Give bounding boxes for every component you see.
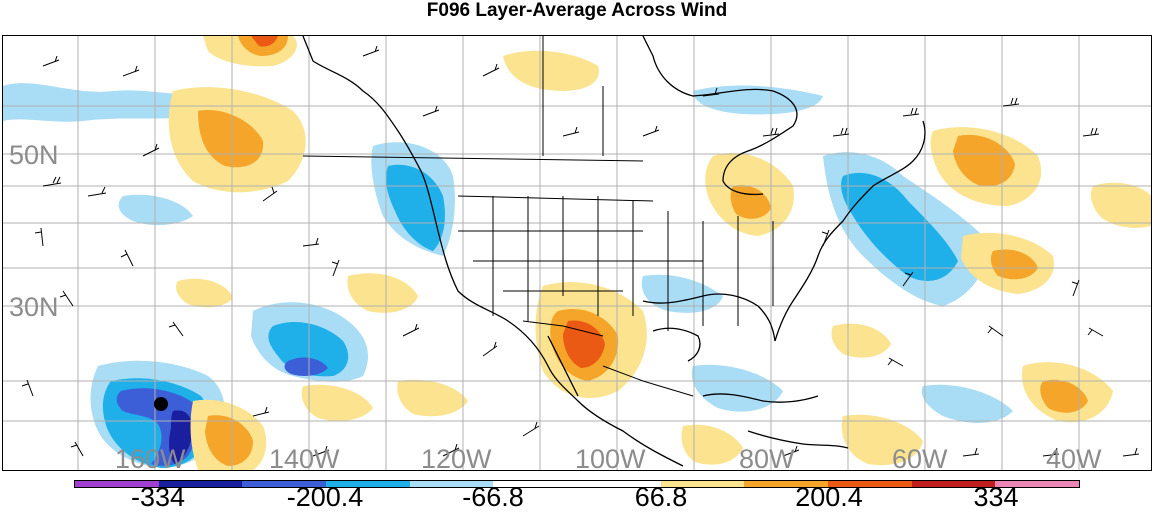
graticule xyxy=(3,36,1151,470)
colorbar-swatch xyxy=(158,481,243,487)
map-panel: 50N 30N 160W 140W 120W 100W 80W 60W 40W xyxy=(2,35,1152,471)
lon-label-40w: 40W xyxy=(1046,444,1102,470)
shade-red-orange-region xyxy=(251,36,278,47)
shade-orange-region xyxy=(990,249,1038,280)
shade-yellow-region xyxy=(301,384,373,421)
shade-light-blue-region xyxy=(3,83,203,122)
shade-blue-region xyxy=(841,172,958,281)
colorbar-swatch xyxy=(660,481,745,487)
lon-label-120w: 120W xyxy=(421,444,492,470)
colorbar-label-66: 66.8 xyxy=(634,482,688,512)
colorbar-swatch xyxy=(577,481,661,487)
colorbar-label-neg-200: -200.4 xyxy=(286,482,364,512)
lon-label-60w: 60W xyxy=(892,444,948,470)
lat-label-30n: 30N xyxy=(9,292,59,322)
shade-navy-region xyxy=(169,410,193,464)
shade-yellow-region xyxy=(831,323,891,358)
shaded-regions xyxy=(3,36,1151,470)
shade-light-blue-region xyxy=(691,364,783,412)
lon-label-80w: 80W xyxy=(739,444,795,470)
colorbar-label-neg-66: -66.8 xyxy=(462,482,524,512)
shade-light-blue-region xyxy=(641,274,723,313)
colorbar-swatch xyxy=(911,481,996,487)
shade-dark-blue-region xyxy=(284,357,328,376)
colorbar-label-neg-334: -334 xyxy=(130,482,186,512)
shade-orange-region xyxy=(1040,379,1088,413)
shade-light-blue-region xyxy=(118,194,193,226)
shade-orange-region xyxy=(953,134,1015,187)
colorbar-label-200: 200.4 xyxy=(795,482,863,512)
colorbar-swatch xyxy=(493,481,578,487)
shade-yellow-region xyxy=(176,278,233,308)
colorbar-swatch xyxy=(242,481,327,487)
colorbar-swatch xyxy=(828,481,912,487)
state-borders xyxy=(302,36,774,397)
lon-label-140w: 140W xyxy=(269,444,340,470)
shade-yellow-region xyxy=(347,273,418,313)
shade-yellow-region xyxy=(1090,182,1151,228)
coastlines xyxy=(302,36,926,467)
shade-yellow-region xyxy=(841,414,923,466)
lat-label-50n: 50N xyxy=(9,140,59,170)
colorbar-swatch xyxy=(409,481,494,487)
shade-yellow-region xyxy=(503,50,599,91)
map-svg: 50N 30N 160W 140W 120W 100W 80W 60W 40W xyxy=(3,36,1151,470)
colorbar-swatch xyxy=(744,481,829,487)
shade-red-orange-region xyxy=(563,320,605,368)
shade-yellow-region xyxy=(681,424,743,465)
chart-title: F096 Layer-Average Across Wind xyxy=(426,0,728,21)
shade-light-blue-region xyxy=(921,384,1013,423)
colorbar-label-334: 334 xyxy=(973,482,1019,512)
colorbar xyxy=(74,480,1080,488)
lon-label-160w: 160W xyxy=(115,444,186,470)
shade-yellow-region xyxy=(397,379,468,417)
lon-label-100w: 100W xyxy=(575,444,646,470)
wind-barbs xyxy=(21,45,1140,457)
colorbar-swatch xyxy=(995,481,1080,487)
storm-center-marker xyxy=(154,397,168,411)
shade-orange-region xyxy=(198,110,264,168)
shade-orange-region xyxy=(205,415,253,466)
colorbar-swatch xyxy=(326,481,410,487)
colorbar-swatch xyxy=(75,481,159,487)
